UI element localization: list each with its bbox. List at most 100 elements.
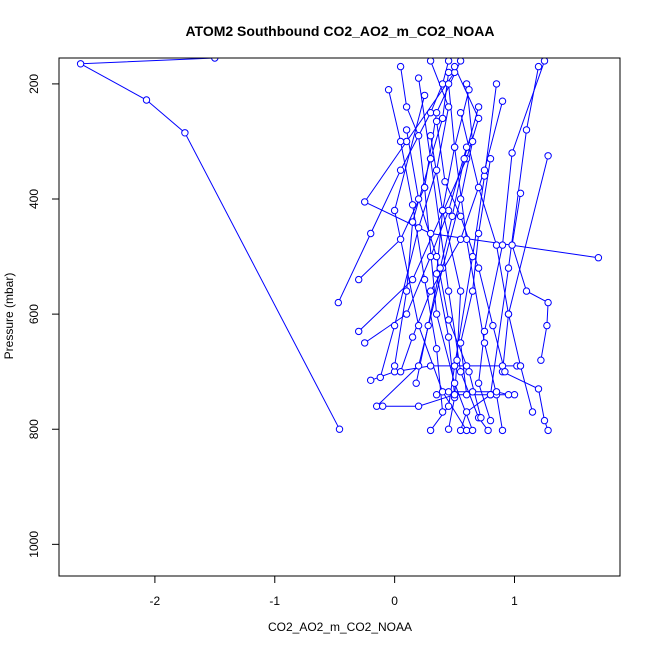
data-point — [462, 426, 471, 435]
series-line-29 — [436, 121, 506, 372]
data-point — [402, 310, 411, 318]
data-point — [516, 362, 525, 370]
data-point — [335, 425, 344, 433]
chart-title: ATOM2 Southbound CO2_AO2_m_CO2_NOAA — [185, 23, 494, 39]
data-point — [510, 391, 519, 399]
data-point — [379, 402, 387, 410]
data-point — [544, 298, 552, 307]
data-point — [402, 287, 411, 295]
data-point — [438, 388, 447, 396]
data-point — [438, 206, 447, 215]
data-point — [453, 356, 461, 364]
data-point — [540, 416, 549, 425]
series-line-24 — [511, 193, 549, 361]
data-point — [468, 426, 477, 435]
data-point — [426, 155, 435, 163]
data-point — [432, 117, 441, 126]
data-point — [432, 345, 441, 353]
data-point — [456, 426, 465, 435]
data-point — [414, 321, 423, 330]
data-point — [544, 152, 552, 160]
data-point — [412, 379, 420, 387]
y-tick-label: 1000 — [27, 531, 41, 558]
y-axis-label: Pressure (mbar) — [2, 273, 16, 360]
x-tick-label: -2 — [150, 594, 161, 608]
y-axis: 200 400 600 800 1000 — [27, 74, 60, 558]
data-point — [414, 402, 423, 410]
data-point — [537, 356, 545, 364]
data-point — [390, 321, 399, 330]
data-point — [424, 321, 432, 330]
data-point — [444, 402, 453, 410]
data-point — [498, 426, 507, 435]
data-point — [444, 316, 453, 324]
series-line-9 — [424, 60, 474, 431]
data-point — [334, 298, 342, 307]
data-point — [474, 183, 483, 192]
data-point — [444, 58, 453, 65]
data-point — [504, 310, 513, 318]
data-point — [361, 339, 369, 347]
data-point — [480, 166, 489, 174]
data-point — [489, 321, 497, 330]
data-point — [462, 391, 471, 399]
data-point — [414, 74, 423, 82]
data-point — [432, 252, 441, 261]
data-point — [444, 333, 453, 341]
data-point — [426, 287, 435, 295]
data-point — [474, 229, 483, 238]
data-point — [396, 368, 405, 376]
data-point — [486, 391, 495, 399]
data-point — [373, 402, 381, 410]
data-point — [396, 137, 405, 146]
data-point — [468, 137, 477, 146]
data-point — [498, 241, 507, 249]
data-point — [450, 391, 459, 399]
data-point — [456, 235, 465, 244]
data-point — [438, 114, 447, 123]
data-point — [516, 189, 525, 198]
data-point — [408, 333, 417, 341]
data-point — [456, 195, 465, 203]
data-point — [492, 388, 501, 396]
data-point — [355, 275, 363, 284]
data-point — [408, 201, 417, 209]
data-point — [438, 408, 447, 416]
data-point — [408, 275, 417, 284]
data-point — [367, 376, 375, 384]
data-point — [396, 62, 405, 71]
data-point — [456, 368, 465, 376]
data-point — [474, 114, 483, 123]
data-point — [468, 287, 477, 295]
data-point — [594, 254, 603, 262]
data-point — [474, 264, 483, 272]
data-point — [142, 96, 151, 104]
series-line-2 — [337, 60, 450, 303]
data-point — [432, 270, 441, 278]
data-point — [420, 183, 429, 192]
plot-area — [76, 58, 603, 435]
data-point — [361, 198, 369, 206]
data-point — [390, 362, 399, 370]
data-point — [501, 368, 509, 376]
data-point — [408, 218, 417, 226]
x-tick-label: 1 — [511, 594, 518, 608]
data-point — [420, 275, 429, 284]
data-point — [480, 327, 489, 336]
data-point — [426, 229, 435, 238]
data-point — [462, 235, 471, 244]
data-point — [426, 58, 435, 65]
series-line-28 — [379, 60, 450, 378]
data-point — [468, 252, 477, 261]
data-point — [414, 362, 423, 370]
data-point — [432, 109, 441, 117]
data-point — [462, 408, 471, 416]
data-point — [414, 132, 423, 140]
data-point — [444, 287, 453, 295]
data-point — [456, 58, 465, 65]
data-point — [498, 97, 507, 105]
data-point — [450, 62, 459, 71]
data-point — [414, 224, 423, 232]
series-line-22 — [478, 60, 545, 421]
data-point — [444, 68, 453, 77]
